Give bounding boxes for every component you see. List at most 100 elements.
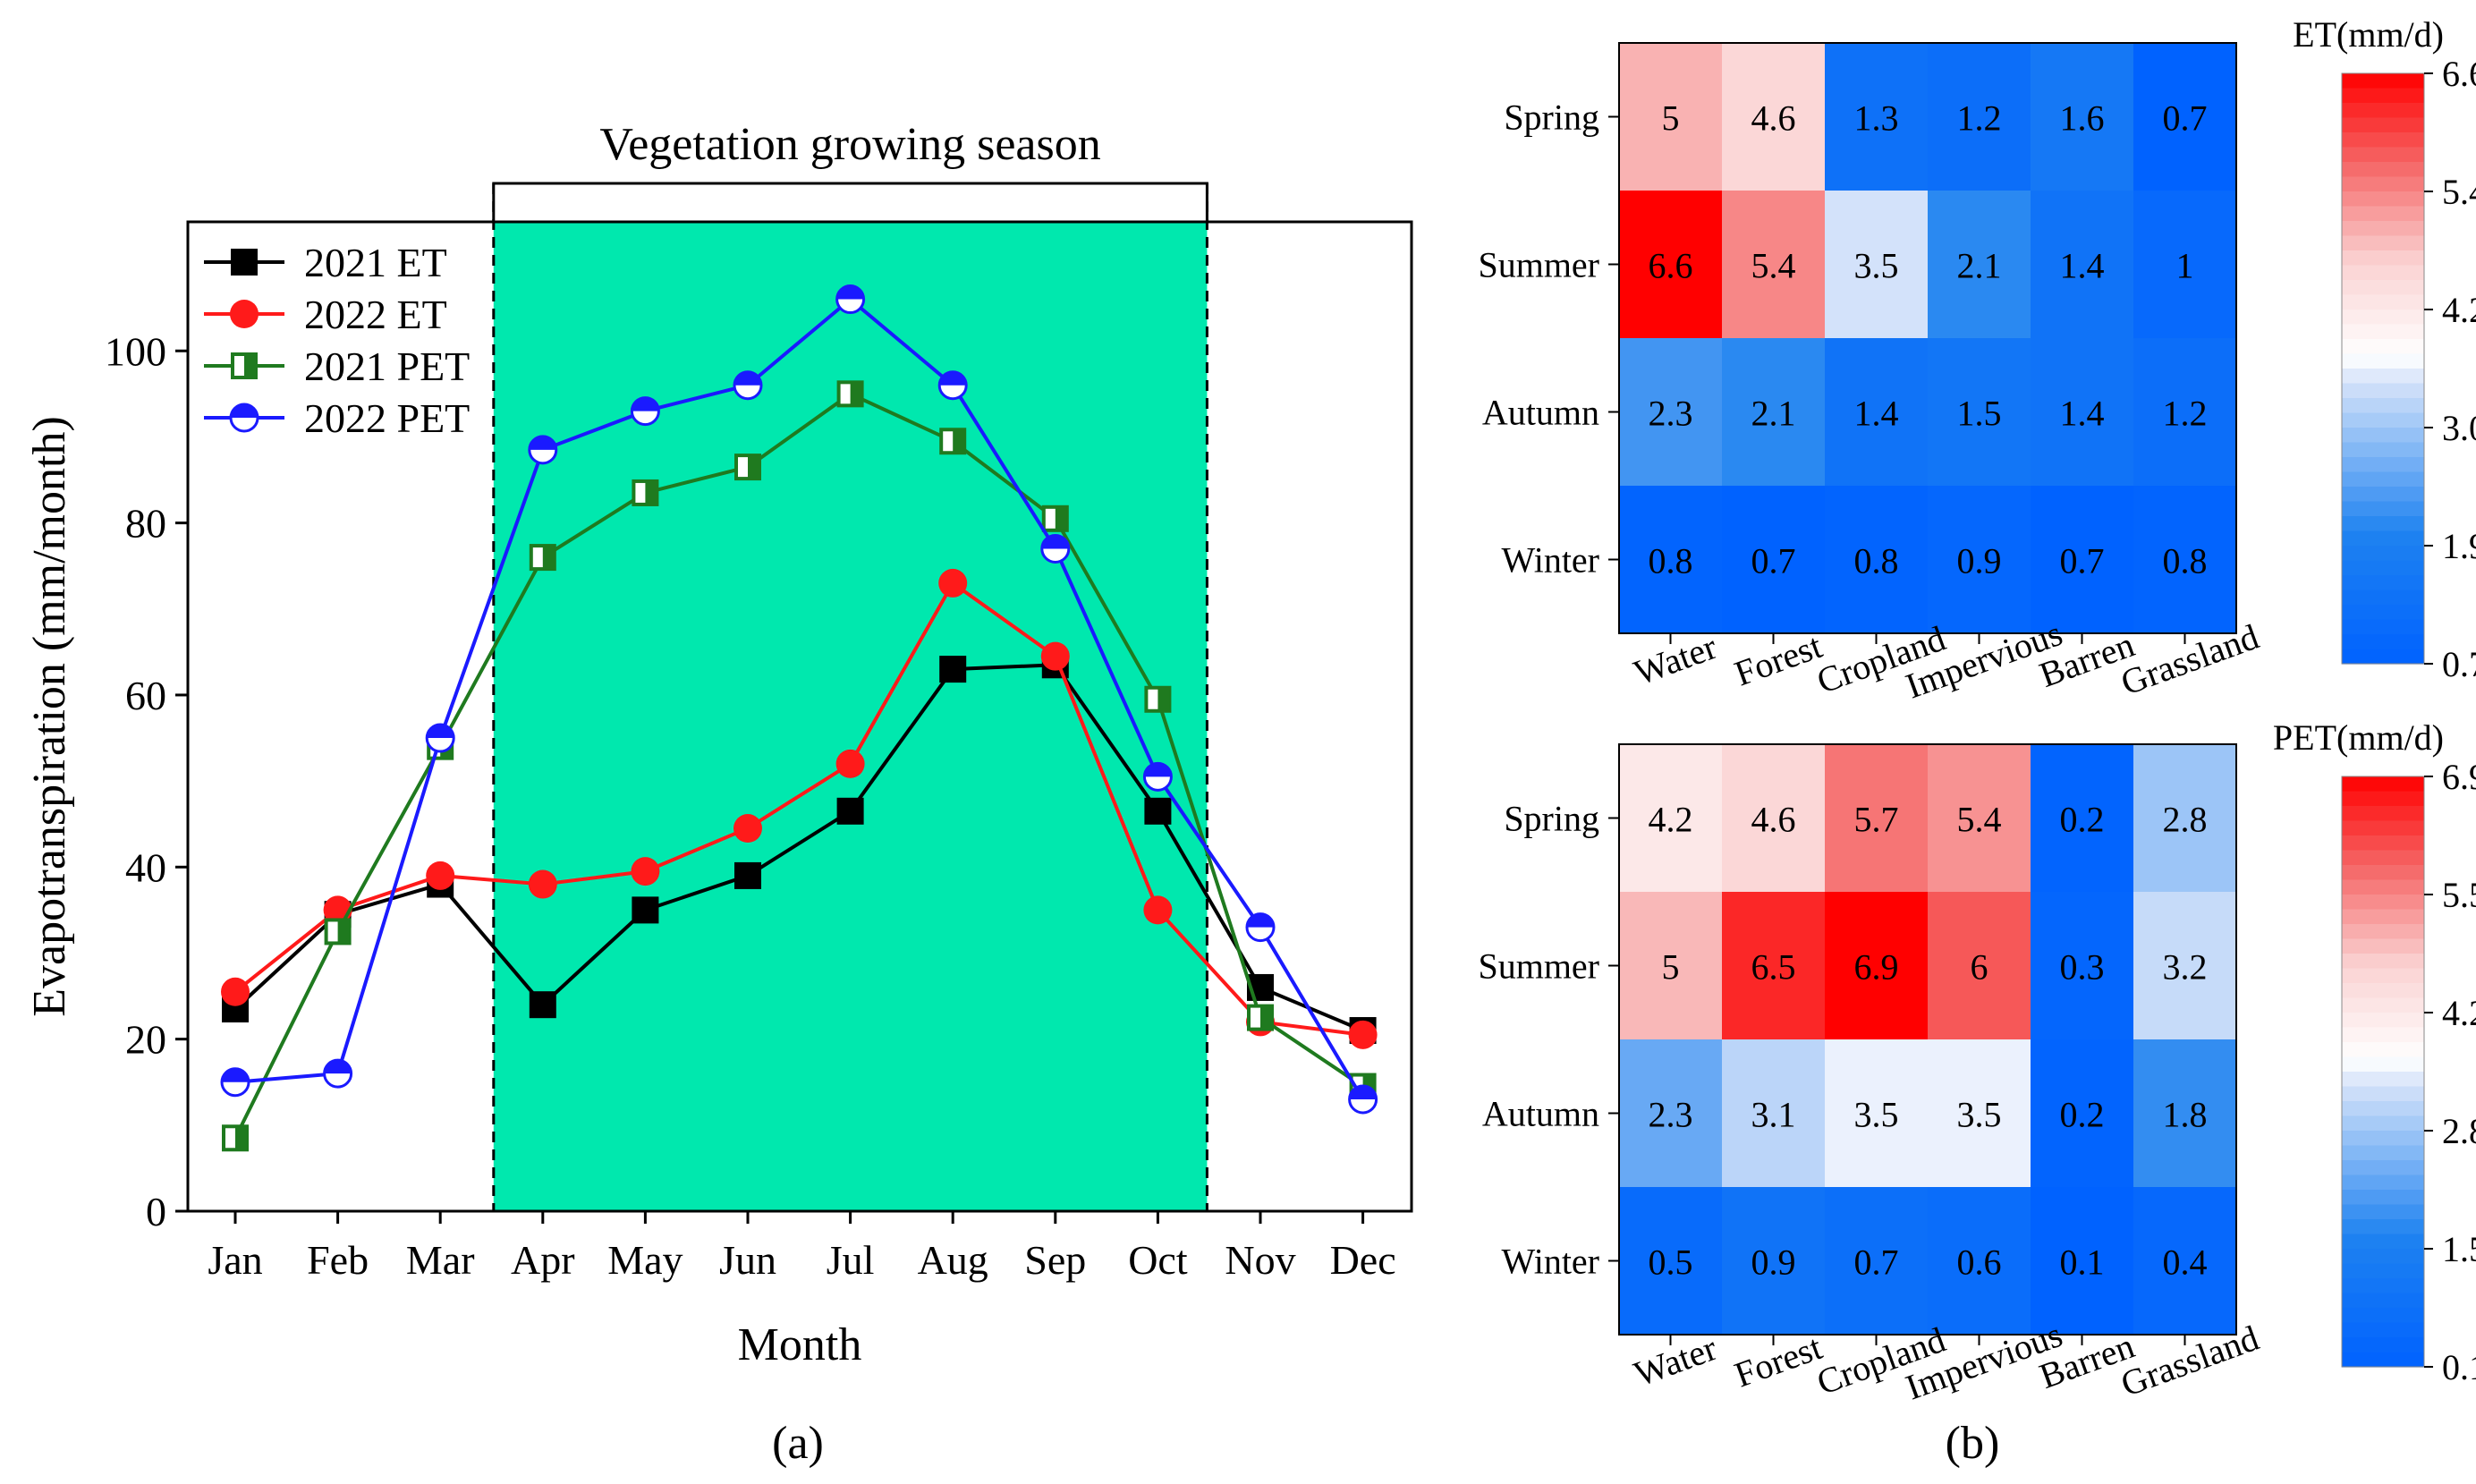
cell-value-label: 0.7: [1854, 1242, 1899, 1283]
data-point: [836, 380, 864, 408]
cell-value-label: 6.9: [1854, 947, 1899, 988]
colorbar-segment: [2342, 619, 2424, 635]
data-point: [1348, 1084, 1378, 1115]
x-tick-label: Nov: [1225, 1237, 1295, 1283]
heatmap-cell: [1928, 191, 2031, 339]
colorbar-segment: [2342, 1013, 2424, 1029]
x-tick-label: May: [607, 1237, 683, 1283]
cell-value-label: 3.5: [1957, 1095, 2002, 1135]
heatmap-cell: [2031, 486, 2134, 634]
heatmap-cell: [1825, 338, 1929, 487]
data-point: [1144, 685, 1172, 713]
heatmap-cell: [1825, 1039, 1929, 1188]
cell-value-label: 0.7: [2060, 541, 2105, 581]
colorbar-tick-label: 5.4: [2442, 172, 2476, 212]
heatmap-cell: [2133, 486, 2237, 634]
colorbar-segment: [2342, 560, 2424, 576]
legend-label: 2021 ET: [304, 240, 447, 285]
cell-value-label: 5.4: [1751, 246, 1796, 286]
cell-value-label: 0.6: [1957, 1242, 2002, 1283]
y-tick-label: 0: [146, 1189, 166, 1234]
column-label: Forest: [1729, 1327, 1827, 1395]
colorbar-segment: [2342, 1278, 2424, 1294]
x-tick-label: Mar: [406, 1237, 475, 1283]
cell-value-label: 1.6: [2060, 98, 2105, 139]
y-axis-title: Evapotranspiration (mm/month): [24, 416, 75, 1017]
cell-value-label: 6.6: [1649, 246, 1693, 286]
data-point: [1040, 641, 1070, 671]
colorbar-segment: [2342, 117, 2424, 133]
column-label: Water: [1629, 626, 1722, 693]
heatmap-cell: [1619, 338, 1723, 487]
heatmap-cell: [2133, 1039, 2237, 1188]
cell-value-label: 1: [2176, 246, 2194, 286]
line-chart-panel: Vegetation growing season 0 20 40 60 80 100 Jan…: [24, 119, 1413, 1370]
data-point: [425, 723, 455, 753]
cell-value-label: 5.4: [1957, 800, 2002, 840]
colorbar-segment: [2342, 1145, 2424, 1161]
heatmap-cell: [1928, 892, 2031, 1040]
colorbar-segment: [2342, 383, 2424, 399]
colorbar-segment: [2342, 280, 2424, 296]
legend-label: 2021 PET: [304, 343, 470, 389]
heatmap-frame: [1618, 42, 2237, 634]
cell-value-label: 1.4: [1854, 394, 1899, 434]
column-label: Water: [1629, 1327, 1722, 1395]
colorbar-tick-label: 3.0: [2442, 408, 2476, 448]
data-point: [631, 857, 660, 886]
colorbar-segment: [2342, 235, 2424, 251]
legend-marker: [231, 249, 258, 276]
colorbar-segment: [2342, 1234, 2424, 1250]
colorbar-segment: [2342, 369, 2424, 385]
row-label: Summer: [1478, 946, 1599, 987]
cell-value-label: 5.7: [1854, 800, 1899, 840]
row-label: Winter: [1502, 1242, 1599, 1282]
colorbar-segment: [2342, 1027, 2424, 1043]
colorbar-segment: [2342, 605, 2424, 621]
cell-value-label: 0.3: [2060, 947, 2105, 988]
panel-b-label: (b): [1946, 1418, 2000, 1469]
heatmap-cell: [1825, 1187, 1929, 1336]
cell-value-label: 0.8: [2163, 541, 2208, 581]
colorbar-segment: [2342, 820, 2424, 836]
data-point: [222, 1124, 249, 1152]
x-tick-label: Dec: [1330, 1237, 1396, 1283]
legend: 2021 ET 2022 ET 2021 PET 2022 PET: [204, 240, 470, 441]
colorbar-segment: [2342, 865, 2424, 881]
colorbar-segment: [2342, 879, 2424, 895]
data-point: [939, 428, 967, 455]
cell-value-label: 1.8: [2163, 1095, 2208, 1135]
colorbar-segment: [2342, 428, 2424, 444]
heatmap-cell: [1825, 191, 1929, 339]
colorbar-segment: [2342, 412, 2424, 428]
colorbar-segment: [2342, 176, 2424, 192]
data-point: [1143, 895, 1173, 925]
series-line: [233, 663, 1364, 1032]
data-point: [630, 396, 660, 427]
colorbar-segment: [2342, 546, 2424, 562]
cell-value-label: 2.3: [1649, 394, 1693, 434]
colorbar-segment: [2342, 221, 2424, 237]
data-point: [1247, 1004, 1274, 1031]
colorbar-segment: [2342, 501, 2424, 517]
cell-value-label: 1.5: [1957, 394, 2002, 434]
colorbar-segment: [2342, 353, 2424, 369]
colorbar-segment: [2342, 1072, 2424, 1088]
colorbar-segment: [2342, 324, 2424, 340]
heatmap-cell: [2031, 338, 2134, 487]
heatmap-cell: [1928, 1039, 2031, 1188]
heatmap-cell: [2031, 744, 2134, 893]
data-point: [324, 918, 352, 946]
colorbar-title: PET(mm/d): [2273, 717, 2444, 758]
legend-marker: [229, 403, 259, 433]
colorbar-segment: [2342, 1293, 2424, 1309]
x-tick-label: Oct: [1128, 1237, 1188, 1283]
colorbar-segment: [2342, 310, 2424, 326]
heatmap-cell: [2031, 892, 2134, 1040]
colorbar-segment: [2342, 776, 2424, 793]
colorbar-segment: [2342, 634, 2424, 650]
data-point: [323, 1058, 353, 1089]
colorbar-segment: [2342, 206, 2424, 222]
panel-a-label: (a): [772, 1418, 824, 1469]
cell-value-label: 0.7: [1751, 541, 1796, 581]
